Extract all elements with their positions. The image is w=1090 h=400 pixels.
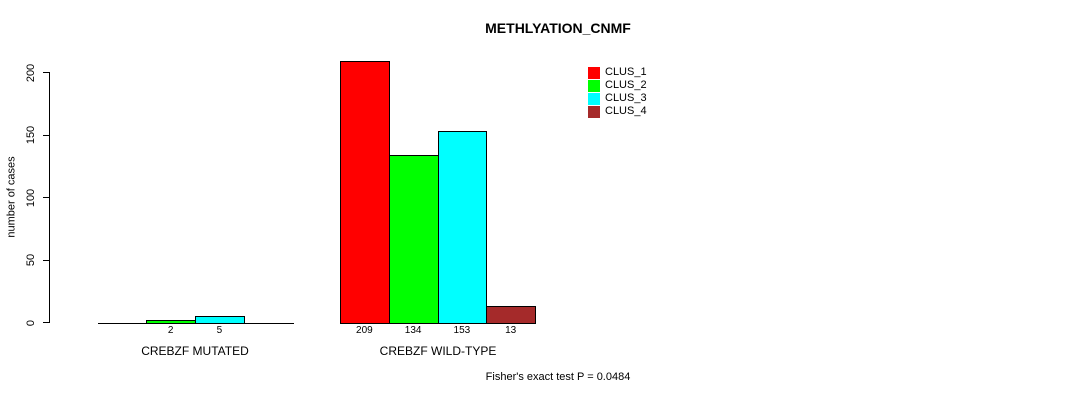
bar-value-label: 209: [356, 325, 373, 336]
bar-clus_1-wild-type: [340, 61, 390, 324]
legend-item-label: CLUS_2: [605, 79, 647, 91]
y-axis-tick-label: 100: [21, 188, 41, 208]
legend-item: CLUS_1: [588, 66, 647, 79]
chart-title: METHLYATION_CNMF: [485, 20, 631, 36]
y-axis-tick-label-text: 100: [24, 188, 37, 207]
y-axis-tick-label-text: 150: [24, 125, 37, 145]
y-axis-tick-label-text: 0: [25, 319, 37, 326]
bar-clus_3-mutated: [195, 316, 245, 324]
bar-clus_1-mutated: [97, 322, 148, 324]
annotation-fishers-test: Fisher's exact test P = 0.0484: [485, 371, 631, 383]
y-axis-tick: [43, 197, 50, 198]
bar-value-label: 134: [404, 325, 422, 336]
y-axis-tick: [43, 134, 50, 136]
legend-item-label: CLUS_4: [605, 105, 647, 117]
bar-clus_2-mutated: [146, 320, 196, 324]
y-axis-tick: [43, 322, 50, 323]
bar-clus_3-wild-type: [437, 131, 488, 324]
legend-swatch: [588, 79, 600, 92]
legend-swatch: [588, 105, 600, 118]
y-axis-tick-label: 200: [21, 63, 41, 83]
bar-value-label: 5: [216, 325, 223, 336]
legend-item-label: CLUS_3: [605, 92, 647, 104]
bar-value-label: 153: [453, 325, 471, 336]
y-axis-tick-label-text: 200: [24, 63, 37, 82]
legend-item: CLUS_3: [588, 92, 647, 105]
y-axis-tick-label: 50: [21, 250, 41, 270]
y-axis-title-text: number of cases: [6, 156, 19, 238]
y-axis-tick-label-text: 50: [25, 253, 37, 267]
legend-swatch: [588, 66, 600, 79]
y-axis-tick: [43, 259, 50, 261]
legend-item: CLUS_4: [588, 105, 647, 118]
bar-clus_4-mutated: [243, 322, 294, 324]
legend-item: CLUS_2: [588, 79, 647, 92]
category-label-crebzf-mutated: CREBZF MUTATED: [141, 344, 249, 358]
legend-item-label: CLUS_1: [605, 66, 647, 78]
bar-clus_4-wild-type: [486, 306, 536, 324]
y-axis-title: number of cases: [2, 156, 22, 237]
bar-value-label: 13: [505, 325, 517, 336]
legend-swatch: [588, 92, 600, 105]
legend: CLUS_1 CLUS_2 CLUS_3 CLUS_4: [588, 66, 647, 118]
bar-value-label: 2: [167, 325, 174, 336]
bar-clus_2-wild-type: [388, 155, 439, 324]
category-label-crebzf-wild-type: CREBZF WILD-TYPE: [379, 344, 497, 358]
y-axis-tick: [43, 72, 50, 73]
y-axis-tick-label: 0: [21, 313, 41, 333]
y-axis-tick-label: 150: [21, 125, 41, 145]
